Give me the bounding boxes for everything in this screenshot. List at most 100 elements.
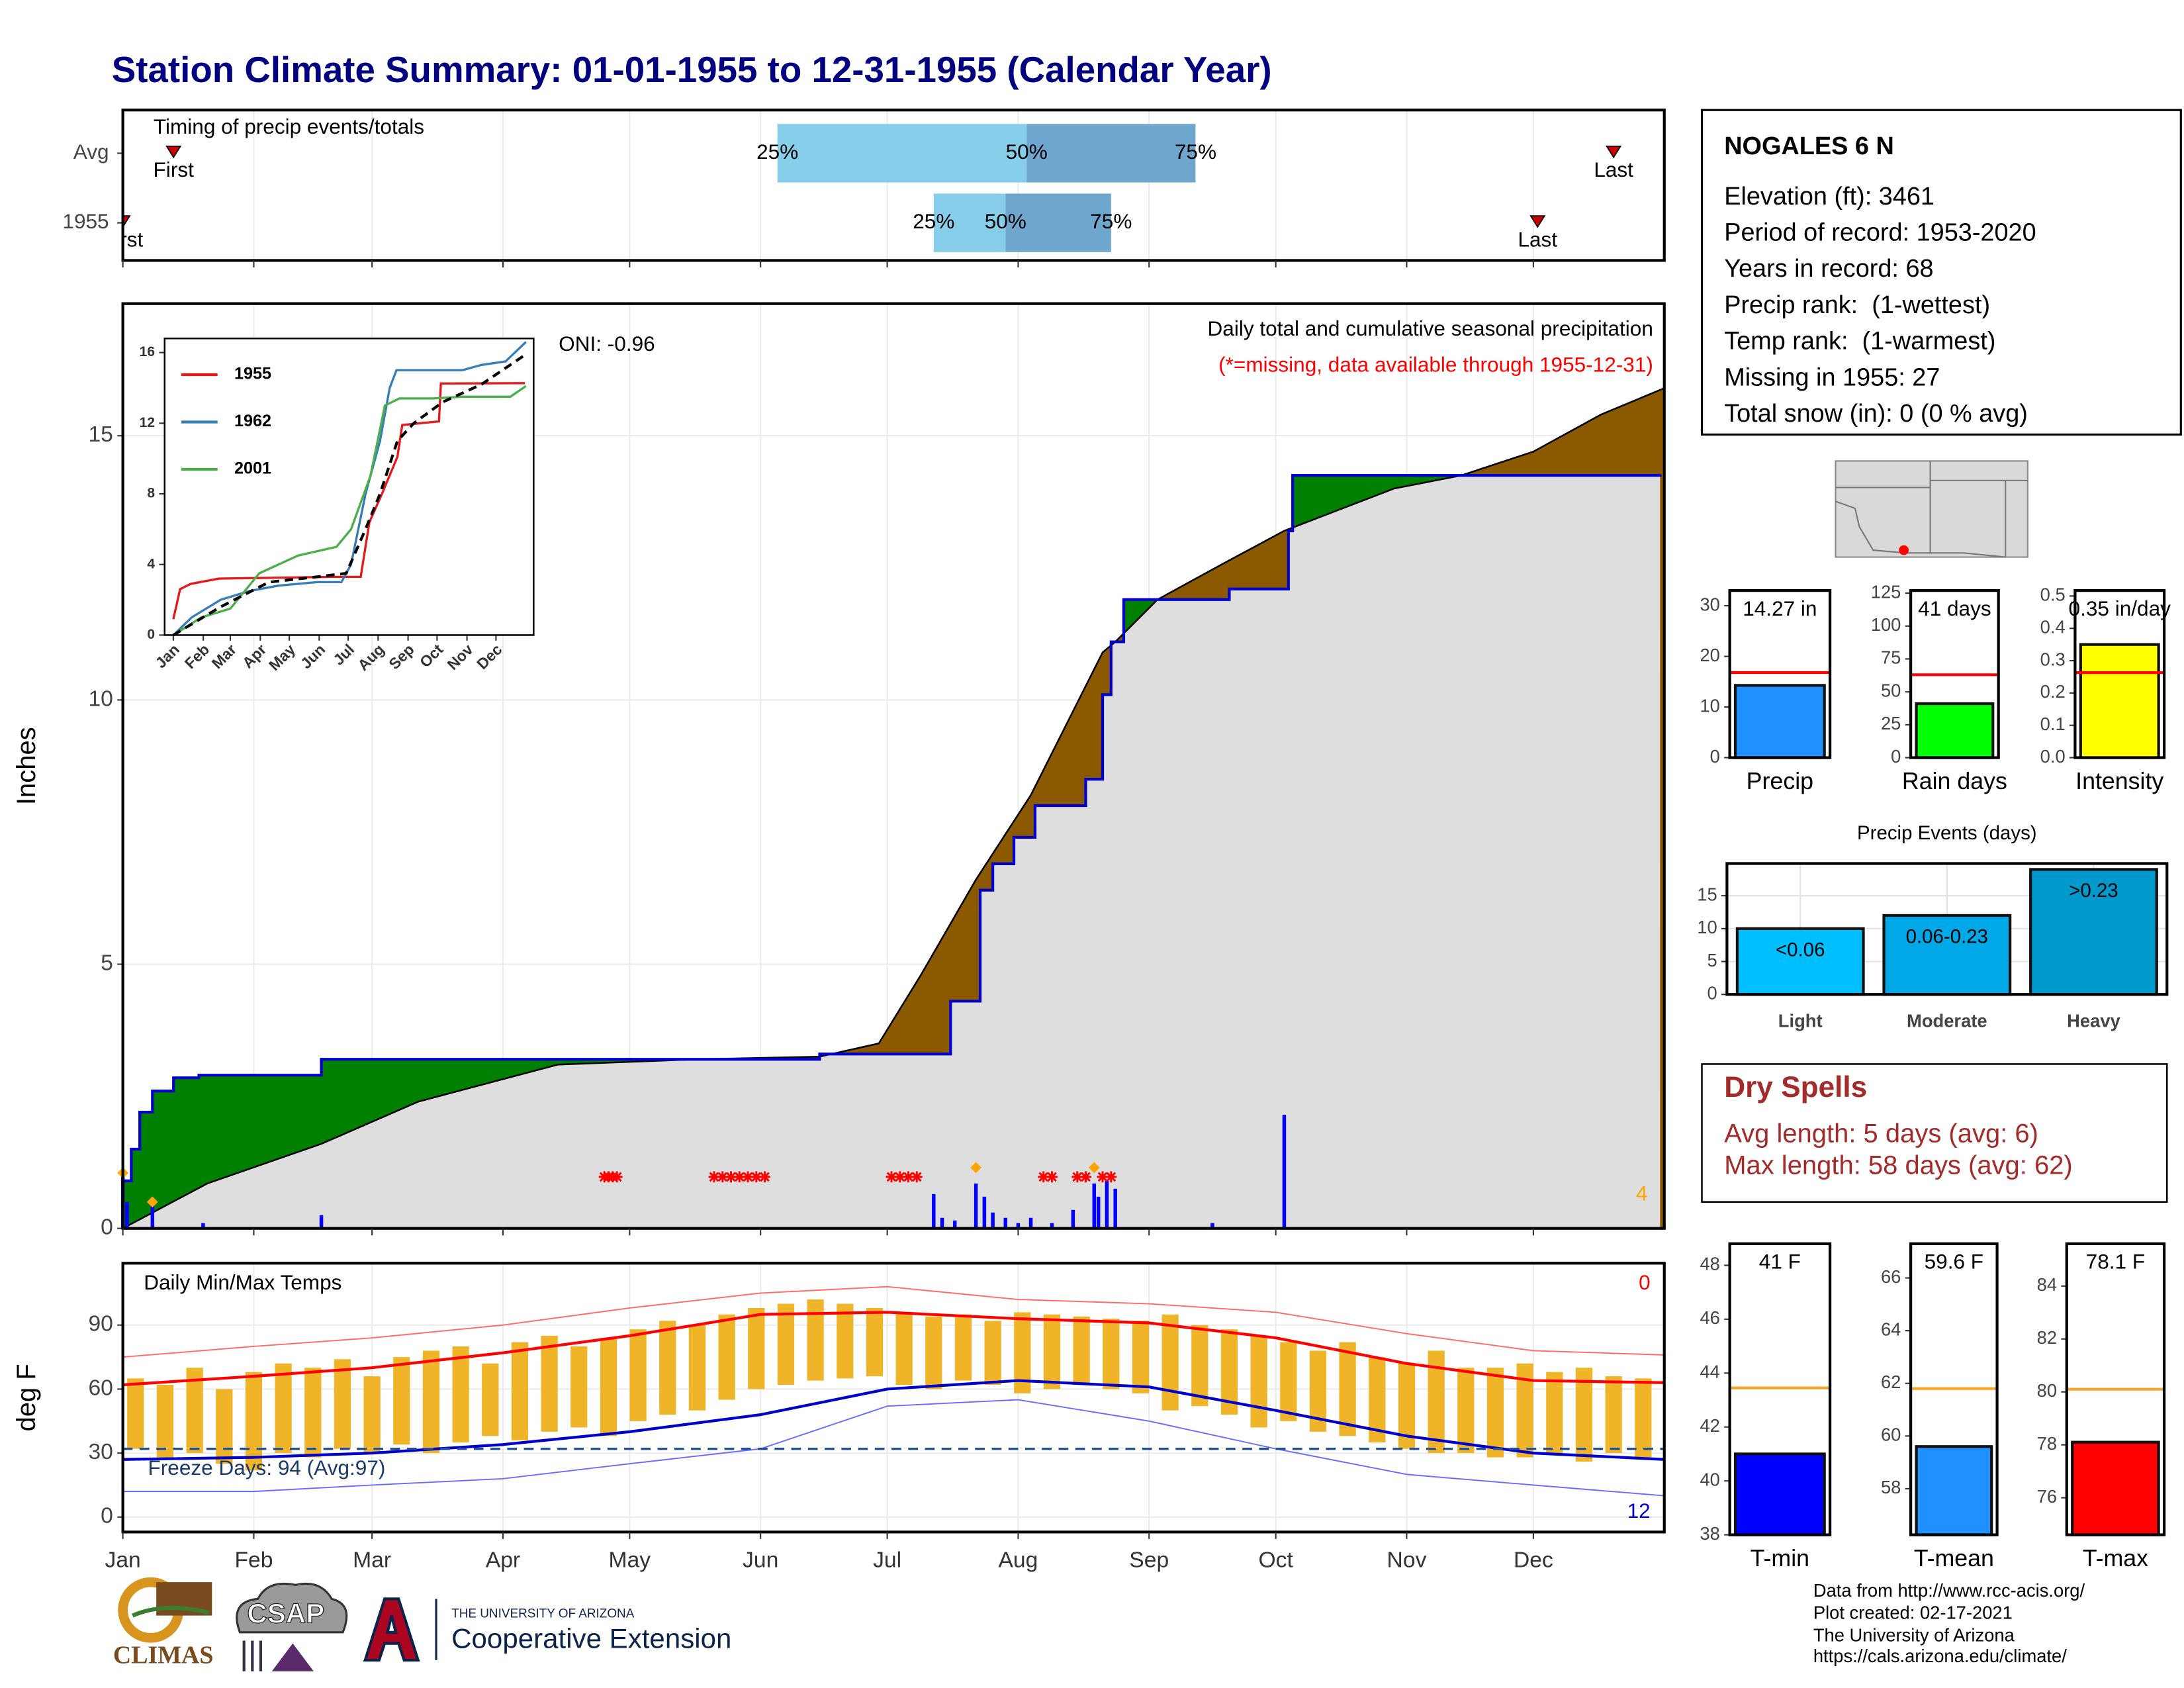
bar-chart: 0.0 0.1 0.2 0.3 0.4 0.50.35 in/day Intensity	[2040, 585, 2171, 794]
missing-marker	[708, 1171, 720, 1183]
temp-range-bar	[659, 1321, 676, 1415]
record-marker	[146, 1196, 158, 1208]
temp-range-bar	[1546, 1372, 1563, 1454]
bar	[1915, 702, 1995, 759]
panel-frame	[1725, 862, 2169, 996]
event-marker	[1606, 146, 1622, 159]
daily-bar	[952, 1220, 957, 1229]
y-tick-label: 0.2	[2040, 681, 2066, 702]
missing-marker	[1046, 1171, 1058, 1183]
footer-line: The University of Arizona	[1813, 1624, 2015, 1645]
quantile-label: 25%	[913, 209, 954, 233]
temp-range-bar	[186, 1368, 203, 1454]
cumulative-line	[122, 474, 1662, 1182]
value-label: 78.1 F	[2086, 1250, 2145, 1274]
y-tick-label: 62	[1881, 1372, 1901, 1392]
overlap-area	[122, 474, 1661, 1229]
missing-marker	[742, 1171, 754, 1183]
y-tick-label: 0.0	[2040, 746, 2066, 767]
bar	[2079, 643, 2160, 759]
record-min-line	[122, 1399, 1664, 1497]
missing-marker	[903, 1171, 914, 1183]
value-label: 41 days	[1918, 596, 1991, 620]
timing-panel: Timing of precip events/totals 25% 50% 75% F…	[103, 110, 1633, 261]
bar-chart: 0 5 10 15 <0.06 Light 0.06-0.23 Moderate >0.23 He…	[1697, 822, 2169, 1031]
daily-bar	[1210, 1223, 1214, 1229]
daily-bar	[125, 1201, 129, 1229]
temp-range-bar	[482, 1363, 499, 1436]
daily-bar	[991, 1212, 995, 1229]
x-tick-label: Aug	[998, 1548, 1038, 1572]
y-tick-label: 0.1	[2040, 714, 2066, 734]
temp-range-bar	[984, 1321, 1001, 1385]
panel-frame	[1909, 588, 2000, 759]
temp-range-bar	[452, 1346, 469, 1443]
temp-range-bar	[718, 1314, 735, 1400]
temp-range-bar	[1043, 1314, 1061, 1389]
station-box	[1700, 109, 2182, 436]
temp-range-bar	[1250, 1335, 1267, 1428]
y-tick-label: 16	[140, 344, 155, 359]
logo-shape	[363, 1597, 420, 1662]
avg-max-line	[122, 1311, 1664, 1387]
panel-frame	[1909, 1242, 1999, 1536]
quantile-label: 50%	[1006, 140, 1048, 164]
missing-marker	[717, 1171, 729, 1183]
page-title: Station Climate Summary: 01-01-1955 to 1…	[112, 49, 1272, 90]
y-tick-label: 125	[1871, 581, 1901, 602]
footer-line: Data from http://www.rcc-acis.org/	[1813, 1580, 2085, 1601]
dry-spells-title: Dry Spells	[1724, 1071, 1867, 1103]
avg-min-line	[122, 1379, 1664, 1461]
event-marker	[122, 215, 131, 228]
missing-marker	[751, 1171, 762, 1183]
category-label: T-mean	[1914, 1545, 1994, 1571]
temp-range-bar	[304, 1368, 322, 1458]
temp-range-bar	[1605, 1376, 1622, 1454]
temp-range-bar	[895, 1312, 913, 1385]
y-tick-label: 75	[1881, 647, 1901, 668]
bar-label: 0.06-0.23	[1906, 925, 1988, 947]
logo-text: THE UNIVERSITY OF ARIZONA	[451, 1607, 635, 1620]
temp-range-bar	[600, 1338, 617, 1436]
daily-bar	[1071, 1209, 1075, 1229]
y-tick-label: 25	[1881, 713, 1901, 733]
x-tick-label: Feb	[234, 1548, 273, 1572]
logo-shape	[236, 1582, 348, 1634]
category-label: Moderate	[1907, 1011, 1987, 1031]
bar	[1733, 684, 1826, 759]
y-tick-label: 100	[1871, 614, 1901, 635]
missing-marker	[911, 1171, 923, 1183]
missing-marker	[733, 1171, 745, 1183]
dry-spells-box	[1701, 1063, 2168, 1203]
temp-range-bar	[1191, 1325, 1208, 1407]
y-tick-label: 30	[1700, 594, 1719, 614]
y-tick-label: 60	[1881, 1425, 1901, 1445]
bar-label: >0.23	[2069, 880, 2118, 902]
daily-bar	[1016, 1223, 1021, 1229]
panel-frame	[1728, 588, 1832, 759]
y-tick-label: 12	[140, 415, 155, 430]
temp-range-bar	[393, 1357, 410, 1445]
temp-range-bar	[541, 1335, 558, 1432]
x-tick-label: Jun	[743, 1548, 778, 1572]
quantile-label: 50%	[985, 209, 1026, 233]
station-line: Years in record: 68	[1724, 255, 1933, 283]
map-border	[1835, 500, 2006, 558]
footer-line: Plot created: 02-17-2021	[1813, 1603, 2013, 1623]
temp-range-bar	[275, 1363, 292, 1454]
missing-marker	[894, 1171, 906, 1183]
bar-chart: 0 25 50 75 100 125 41 days Rain days	[1871, 581, 2007, 794]
temp-range-bar	[1161, 1314, 1179, 1411]
series-line	[172, 385, 527, 636]
logo-text: Cooperative Extension	[451, 1623, 731, 1654]
station-line: Total snow (in): 0 (0 % avg)	[1724, 400, 2028, 428]
event-label: First	[103, 227, 144, 251]
y-tick-label: 0.4	[2040, 616, 2066, 637]
panel-frame	[121, 302, 1666, 1230]
category-label: Rain days	[1902, 768, 2007, 794]
y-tick-label: 90	[88, 1312, 113, 1336]
panel-frame	[2073, 588, 2166, 759]
x-tick-label: Apr	[486, 1548, 520, 1572]
bar-label: <0.06	[1776, 939, 1825, 961]
